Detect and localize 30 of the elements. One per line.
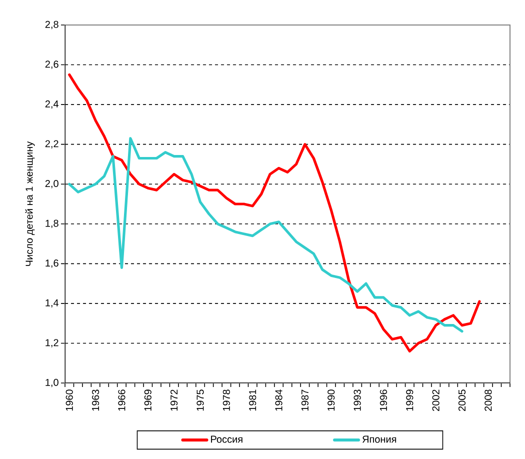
y-tick-label: 1,4 (46, 299, 59, 308)
y-tick-label: 2,0 (45, 180, 58, 188)
y-tick-label: 1,8 (46, 220, 58, 228)
x-tick-label: 2002 (432, 390, 440, 411)
x-tick-label: 1966 (118, 390, 126, 411)
y-tick-label: 2,8 (45, 20, 58, 30)
x-tick-label: 1972 (170, 390, 178, 411)
x-tick-label: 2008 (484, 390, 492, 411)
y-tick-label: 2,2 (45, 140, 58, 148)
x-tick-label: 1996 (380, 390, 388, 411)
y-tick-label: 2,4 (45, 100, 59, 109)
x-tick-label: 1969 (144, 390, 152, 411)
x-tick-label: 1981 (249, 390, 256, 411)
x-tick-label: 1987 (301, 390, 308, 411)
x-tick-label: 1984 (275, 390, 282, 411)
x-tick-label: 2005 (458, 390, 466, 411)
x-tick-label: 1993 (354, 390, 361, 411)
x-tick-label: 1999 (406, 390, 414, 411)
y-tick-label: 1,2 (46, 339, 58, 348)
legend-label: Япония (362, 436, 396, 443)
x-tick-label: 1978 (222, 390, 230, 411)
y-axis-title: Число детей на 1 женщину (25, 141, 35, 266)
x-tick-label: 1960 (66, 390, 73, 411)
x-tick-label: 1990 (328, 390, 335, 411)
y-tick-label: 2,6 (45, 60, 58, 69)
y-tick-label: 1,6 (46, 260, 58, 268)
legend-label: Россия (211, 436, 242, 443)
y-tick-label: 1,0 (46, 378, 58, 388)
x-tick-label: 1963 (92, 390, 100, 411)
x-tick-label: 1975 (196, 390, 204, 411)
